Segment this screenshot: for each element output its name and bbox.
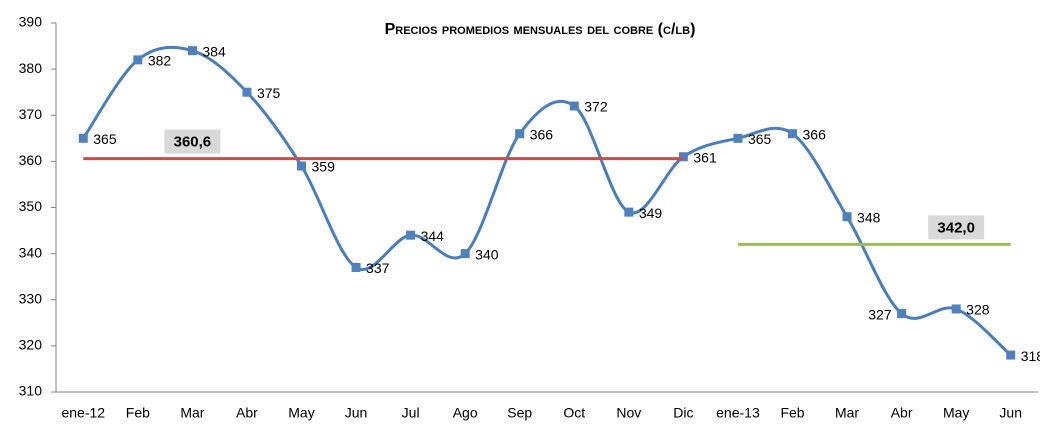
x-tick-label: Dic	[673, 405, 693, 421]
data-label: 366	[803, 126, 827, 142]
marker	[569, 101, 579, 111]
x-tick-label: Ago	[453, 405, 478, 421]
marker	[187, 46, 197, 56]
marker	[78, 133, 88, 143]
y-tick-label: 370	[19, 106, 43, 122]
marker	[733, 133, 743, 143]
x-tick-label: Jun	[999, 405, 1022, 421]
x-tick-label: Abr	[236, 405, 258, 421]
y-tick-label: 320	[19, 337, 43, 353]
average-label: 342,0	[937, 219, 975, 236]
average-label: 360,6	[174, 134, 212, 151]
y-tick-label: 380	[19, 60, 43, 76]
data-label: 337	[366, 260, 390, 276]
marker	[406, 230, 416, 240]
data-label: 375	[257, 85, 281, 101]
y-tick-label: 310	[19, 383, 43, 399]
marker	[351, 262, 361, 272]
marker	[624, 207, 634, 217]
data-label: 340	[475, 246, 499, 262]
data-label: 382	[148, 53, 172, 69]
x-tick-label: Jul	[402, 405, 420, 421]
y-tick-label: 340	[19, 244, 43, 260]
marker	[1006, 350, 1016, 360]
x-tick-label: May	[943, 405, 969, 421]
data-label: 327	[868, 306, 892, 322]
x-tick-label: Nov	[616, 405, 641, 421]
marker	[515, 129, 525, 139]
marker	[842, 212, 852, 222]
data-label: 384	[202, 43, 226, 59]
data-label: 361	[693, 149, 717, 165]
x-tick-label: Feb	[126, 405, 150, 421]
x-tick-label: Mar	[835, 405, 859, 421]
label-box	[164, 129, 221, 154]
marker	[133, 55, 143, 65]
marker	[297, 161, 306, 171]
y-tick-label: 330	[19, 290, 43, 306]
data-label: 365	[93, 131, 117, 147]
chart-title: Precios promedios mensuales del cobre (c…	[385, 21, 696, 38]
data-label: 344	[421, 228, 445, 244]
data-label: 318	[1021, 348, 1040, 364]
x-tick-label: Feb	[780, 405, 804, 421]
y-tick-label: 350	[19, 198, 43, 214]
data-label: 349	[639, 205, 663, 221]
y-tick-label: 390	[19, 14, 43, 30]
data-label: 366	[530, 126, 554, 142]
x-tick-label: Sep	[507, 405, 532, 421]
marker	[242, 87, 252, 97]
y-tick-label: 360	[19, 152, 43, 168]
x-tick-label: ene-13	[716, 405, 760, 421]
marker	[951, 304, 961, 314]
marker	[460, 249, 470, 259]
x-tick-label: Mar	[180, 405, 204, 421]
data-label: 348	[857, 209, 881, 225]
x-tick-label: Oct	[563, 405, 585, 421]
marker	[678, 152, 688, 162]
label-box	[928, 215, 985, 240]
x-tick-label: ene-12	[61, 405, 105, 421]
x-tick-label: Abr	[891, 405, 913, 421]
x-tick-label: May	[288, 405, 314, 421]
marker	[788, 129, 797, 139]
data-label: 328	[966, 302, 990, 318]
data-label: 359	[312, 159, 336, 175]
x-tick-label: Jun	[345, 405, 368, 421]
data-label: 365	[748, 131, 772, 147]
marker	[897, 309, 907, 319]
data-label: 372	[584, 99, 608, 115]
